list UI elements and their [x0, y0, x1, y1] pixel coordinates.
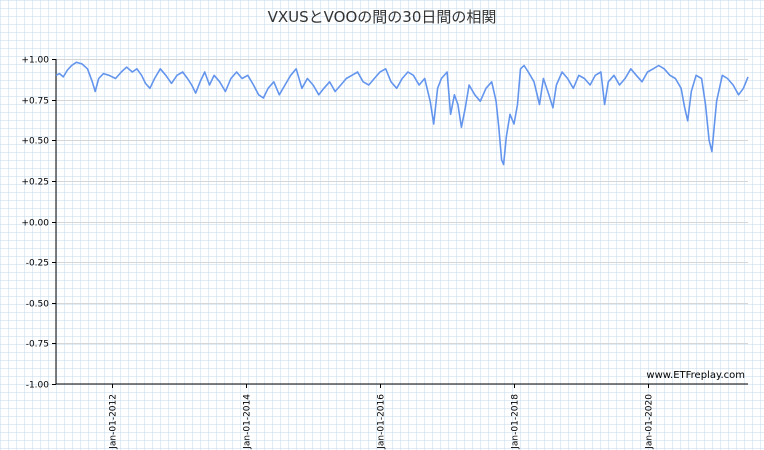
y-tick-label: +0.75	[21, 97, 49, 107]
series-line	[55, 61, 749, 166]
y-tick-label: +0.50	[21, 137, 49, 147]
grid-lines	[56, 59, 748, 344]
x-tick-label: Jan-01-2020	[645, 394, 655, 450]
y-tick-label: -0.75	[26, 340, 49, 350]
watermark-text: www.ETFreplay.com	[646, 370, 745, 381]
y-tick-label: +1.00	[21, 56, 49, 66]
y-tick-label: -0.25	[26, 259, 49, 269]
x-tick-label: Jan-01-2016	[377, 394, 387, 450]
chart-title: VXUSとVOOの間の30日間の相関	[267, 8, 497, 26]
y-axis: +1.00 +0.75 +0.50 +0.25 +0.00 -0.25 -0.50 -0.75…	[21, 56, 57, 391]
x-tick-label: Jan-01-2014	[243, 394, 253, 450]
plot-area	[56, 59, 748, 384]
y-tick-label: +0.00	[21, 219, 49, 229]
x-axis: Jan-01-2012 Jan-01-2014 Jan-01-2016 Jan-01-…	[56, 383, 748, 450]
x-tick-label: Jan-01-2018	[511, 394, 521, 450]
y-tick-label: -1.00	[26, 381, 50, 391]
y-tick-label: -0.50	[26, 300, 50, 310]
x-tick-label: Jan-01-2012	[109, 394, 119, 450]
y-tick-label: +0.25	[21, 178, 49, 188]
